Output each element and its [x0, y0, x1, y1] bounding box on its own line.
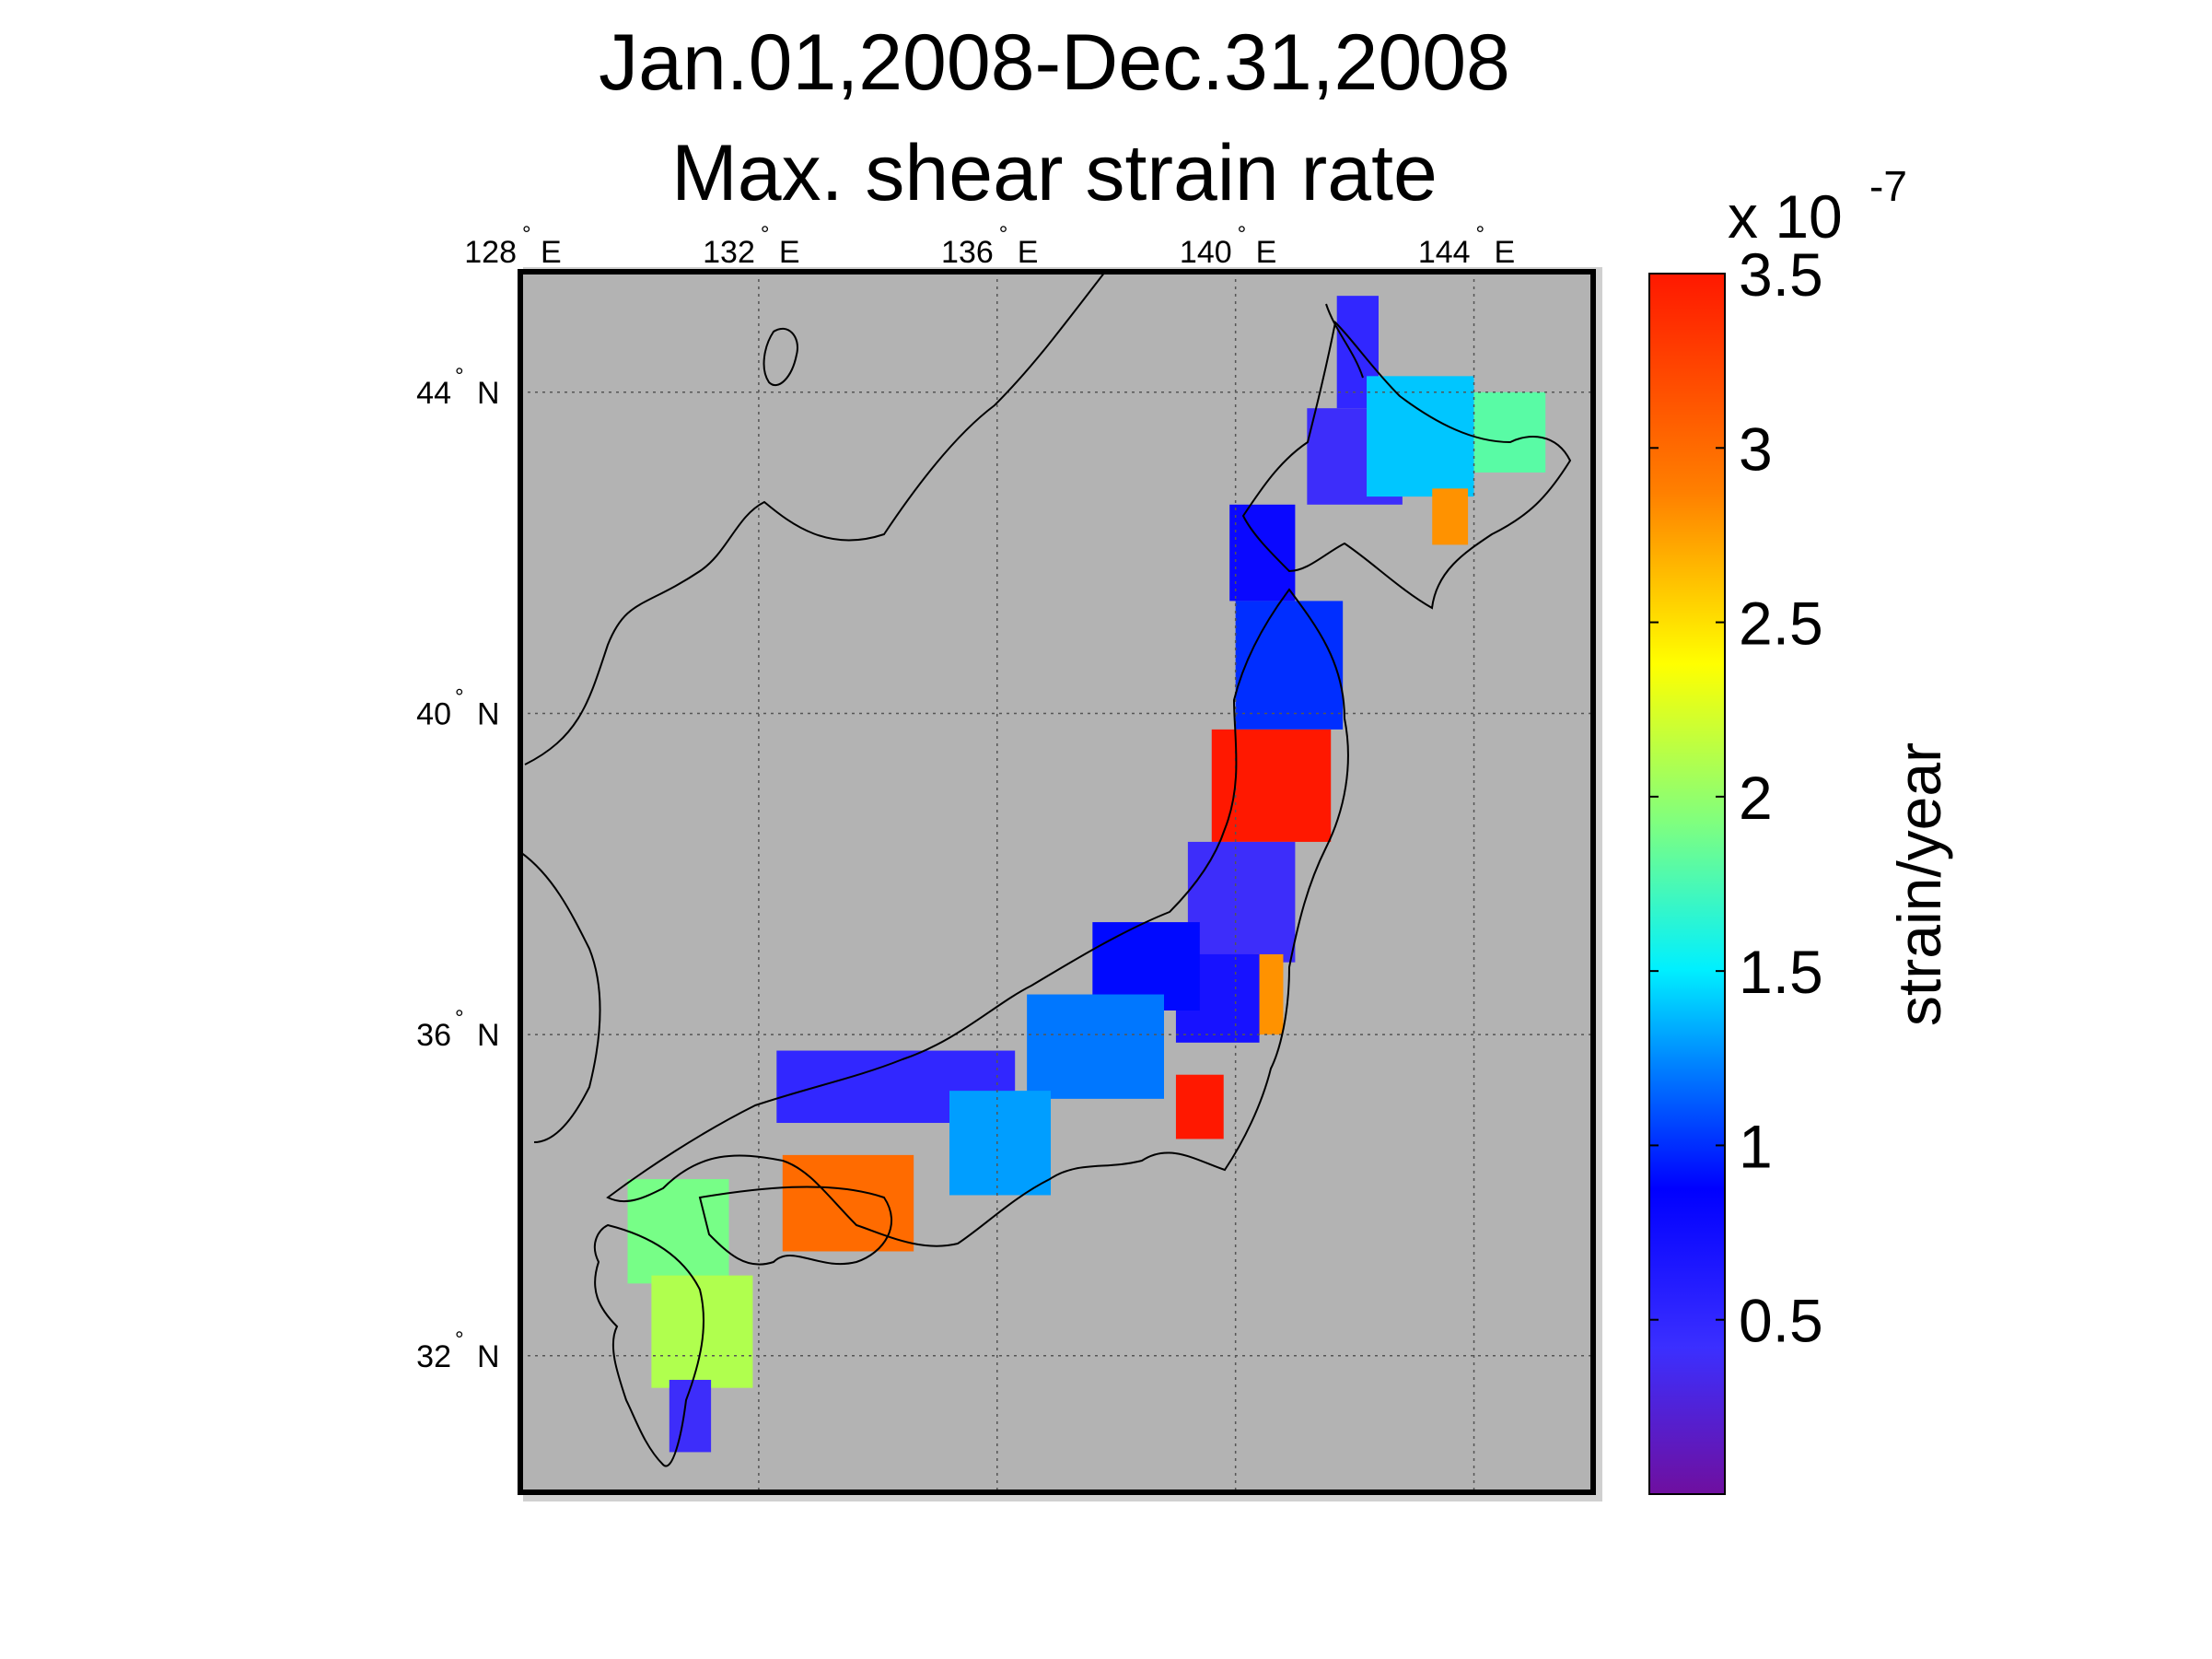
lon-hemisphere-140: E [1256, 235, 1277, 270]
lat-label-32: 32 [416, 1339, 451, 1374]
strain-rate-grid [627, 296, 1546, 1453]
latitude-labels: 44 ° N40 ° N36 ° N32 ° N [416, 364, 499, 1374]
lat-hemisphere-32: N [477, 1339, 500, 1374]
strain-cell-kinki [949, 1091, 1052, 1196]
kyushu-coastline [593, 1223, 704, 1467]
lat-degree-44: ° [455, 364, 464, 389]
lat-degree-32: ° [455, 1327, 464, 1352]
strain-cell-hokkaido-southeast [1432, 488, 1469, 545]
strain-cell-chubu-central [1027, 994, 1164, 1099]
colorbar-tick-label-0.5: 0.5 [1739, 1287, 1823, 1355]
strain-cell-oshima [1229, 504, 1296, 602]
colorbar-ticks: 0.5 1 1.5 2 2.5 3 3.5 [1649, 240, 1823, 1355]
lat-degree-40: ° [455, 684, 464, 709]
colorbar-border [1648, 273, 1726, 1495]
lat-degree-36: ° [455, 1006, 464, 1031]
strain-cell-tohoku-north [1235, 601, 1344, 730]
colorbar-tick-label-1.5: 1.5 [1739, 938, 1823, 1006]
lon-hemisphere-136: E [1018, 235, 1039, 270]
map-title-line2: Max. shear strain rate [671, 129, 1438, 217]
strain-cell-tohoku-iwate-miyagi [1211, 729, 1332, 842]
colorbar-exponent-base: x 10 [1728, 182, 1843, 251]
colorbar-gradient [1649, 274, 1725, 1494]
lat-hemisphere-44: N [477, 376, 500, 411]
lat-label-40: 40 [416, 696, 451, 731]
map-border [518, 269, 1596, 1495]
colorbar-tick-label-3.5: 3.5 [1739, 240, 1823, 309]
lat-hemisphere-36: N [477, 1018, 500, 1053]
lon-label-136: 136 [941, 235, 994, 270]
rishiri-island [763, 327, 798, 387]
lon-degree-128: ° [522, 222, 531, 247]
lat-hemisphere-40: N [477, 696, 500, 731]
lon-hemisphere-128: E [541, 235, 562, 270]
lon-degree-144: ° [1476, 222, 1485, 247]
map-title-line1: Jan.01,2008-Dec.31,2008 [599, 18, 1510, 107]
strain-cell-kyushu-central [651, 1275, 753, 1388]
korea-coastline [520, 851, 601, 1143]
lon-hemisphere-144: E [1495, 235, 1516, 270]
strain-cell-kyushu-south [669, 1379, 712, 1453]
strain-cell-boso-izu [1175, 1074, 1224, 1139]
hokkaido-coastline [1241, 320, 1572, 610]
asia-coastline [524, 272, 1106, 765]
colorbar-tick-label-3: 3 [1739, 415, 1773, 483]
lat-label-36: 36 [416, 1018, 451, 1053]
sakhalin-coastline [1325, 303, 1364, 379]
strain-cell-hokkaido-east [1473, 391, 1546, 473]
lon-label-128: 128 [464, 235, 517, 270]
longitude-labels: 128°E 132°E 136°E 140°E 144°E [464, 222, 1515, 270]
lon-label-140: 140 [1180, 235, 1232, 270]
lon-degree-132: ° [761, 222, 770, 247]
coastlines [520, 272, 1572, 1467]
strain-cell-hokkaido-central [1367, 376, 1474, 497]
colorbar-label: strain/year [1885, 742, 1953, 1026]
lat-label-44: 44 [416, 376, 451, 411]
lon-label-132: 132 [703, 235, 755, 270]
colorbar-tick-label-2: 2 [1739, 764, 1773, 832]
lon-label-144: 144 [1418, 235, 1471, 270]
shikoku-coastline [698, 1186, 893, 1266]
lon-hemisphere-132: E [779, 235, 800, 270]
strain-cell-tohoku-south [1187, 841, 1296, 963]
lon-degree-136: ° [999, 222, 1008, 247]
colorbar-tick-label-1: 1 [1739, 1112, 1773, 1180]
lon-degree-140: ° [1238, 222, 1247, 247]
honshu-coastline [606, 588, 1349, 1247]
strain-cell-shikoku [782, 1154, 914, 1252]
colorbar-tick-label-2.5: 2.5 [1739, 590, 1823, 658]
colorbar-exponent-power: -7 [1869, 162, 1907, 210]
